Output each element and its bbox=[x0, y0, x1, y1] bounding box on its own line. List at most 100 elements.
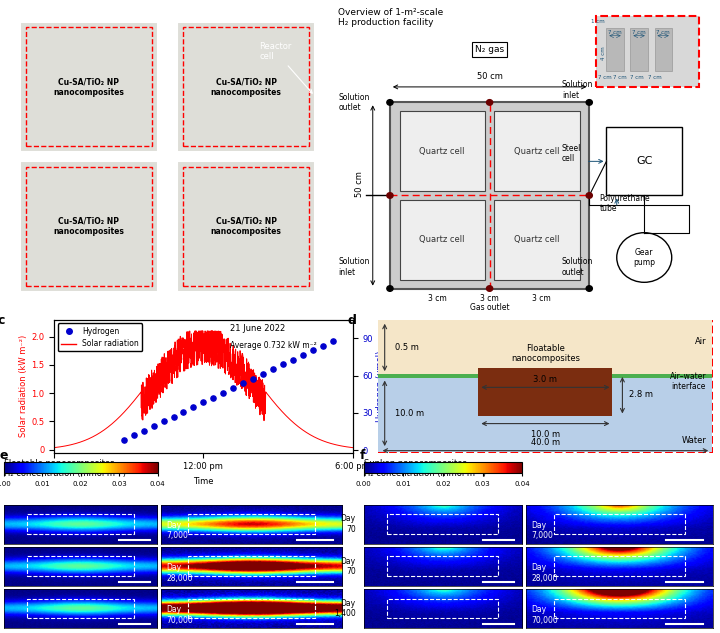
Bar bbox=[631, 28, 648, 72]
Bar bbox=[27, 556, 134, 576]
Circle shape bbox=[617, 233, 672, 282]
Bar bbox=[387, 556, 498, 576]
Text: Day
70,000: Day 70,000 bbox=[531, 605, 558, 625]
Text: 7 cm: 7 cm bbox=[613, 75, 627, 80]
Text: 4 cm: 4 cm bbox=[601, 46, 606, 60]
Text: 0.1 m: 0.1 m bbox=[279, 302, 302, 311]
Text: 50 cm: 50 cm bbox=[477, 72, 503, 81]
Circle shape bbox=[387, 192, 393, 198]
Bar bbox=[400, 111, 485, 191]
X-axis label: Time: Time bbox=[193, 477, 214, 486]
Text: Day
1,400: Day 1,400 bbox=[334, 599, 356, 618]
Text: 1-m²-scale solar H₂ production: 1-m²-scale solar H₂ production bbox=[14, 13, 151, 22]
Text: Average 0.732 kW m⁻²: Average 0.732 kW m⁻² bbox=[230, 341, 317, 350]
Text: Day
28,000: Day 28,000 bbox=[531, 563, 558, 582]
Point bbox=[128, 430, 140, 441]
Text: 3 cm: 3 cm bbox=[480, 294, 499, 303]
Text: Day
7,000: Day 7,000 bbox=[531, 521, 554, 541]
Point bbox=[118, 435, 130, 445]
Text: Water: Water bbox=[681, 436, 706, 446]
Text: 0.5 m: 0.5 m bbox=[395, 343, 418, 352]
Bar bbox=[478, 368, 612, 417]
Point bbox=[197, 398, 209, 408]
Bar bbox=[554, 556, 685, 576]
Bar bbox=[26, 27, 152, 146]
Bar bbox=[387, 514, 498, 534]
Text: GC: GC bbox=[636, 156, 652, 166]
Point bbox=[238, 379, 249, 389]
Text: e: e bbox=[0, 449, 9, 463]
Text: 7 cm: 7 cm bbox=[631, 75, 644, 80]
Point bbox=[327, 335, 338, 346]
Bar bbox=[596, 16, 699, 87]
Text: f: f bbox=[360, 449, 366, 463]
Text: d: d bbox=[348, 315, 356, 327]
Bar bbox=[495, 200, 580, 280]
Circle shape bbox=[387, 285, 393, 291]
Point bbox=[148, 421, 159, 431]
Text: Solution
inlet: Solution inlet bbox=[562, 80, 593, 100]
Bar bbox=[188, 599, 315, 618]
Bar bbox=[188, 514, 315, 534]
Text: Reactor
cell: Reactor cell bbox=[259, 42, 312, 93]
Bar bbox=[378, 320, 713, 375]
Text: 10.0 m: 10.0 m bbox=[531, 430, 560, 439]
Text: Steel
cell: Steel cell bbox=[562, 144, 581, 163]
Point bbox=[138, 425, 150, 436]
Bar bbox=[20, 22, 158, 152]
Text: Floatable
nanocomposites: Floatable nanocomposites bbox=[511, 344, 580, 363]
Text: Solution
inlet: Solution inlet bbox=[338, 257, 370, 277]
Bar bbox=[606, 127, 682, 196]
Circle shape bbox=[487, 99, 492, 105]
Bar bbox=[390, 103, 589, 289]
Text: Floatable nanocomposites,
H₂ concentration (mmol m⁻³): Floatable nanocomposites, H₂ concentrati… bbox=[4, 459, 125, 479]
Point bbox=[267, 364, 279, 374]
Text: Solution
outlet: Solution outlet bbox=[338, 92, 370, 112]
Text: Gas outlet: Gas outlet bbox=[469, 303, 510, 312]
Text: Day
70,000: Day 70,000 bbox=[166, 605, 193, 625]
Bar bbox=[20, 161, 158, 292]
Point bbox=[207, 392, 219, 403]
Point bbox=[287, 354, 299, 365]
Text: 3 cm: 3 cm bbox=[533, 294, 552, 303]
Bar bbox=[27, 599, 134, 618]
Text: 21 June 2022: 21 June 2022 bbox=[230, 323, 286, 333]
Text: 7 cm: 7 cm bbox=[632, 30, 646, 35]
Point bbox=[228, 383, 239, 393]
Text: Solution
outlet: Solution outlet bbox=[562, 257, 593, 277]
Text: 0.5 m: 0.5 m bbox=[4, 215, 13, 239]
Bar bbox=[183, 167, 309, 286]
Text: Quartz cell: Quartz cell bbox=[514, 235, 559, 244]
Bar bbox=[387, 599, 498, 618]
Bar bbox=[378, 375, 713, 453]
Text: 3.0 m: 3.0 m bbox=[534, 375, 557, 384]
Text: Quartz cell: Quartz cell bbox=[514, 147, 559, 156]
Text: 1 cm: 1 cm bbox=[591, 20, 605, 24]
Text: Quartz cell: Quartz cell bbox=[420, 235, 465, 244]
Circle shape bbox=[487, 285, 492, 291]
Point bbox=[188, 402, 199, 412]
Point bbox=[158, 416, 169, 426]
Bar bbox=[654, 28, 672, 72]
Text: N₂ gas: N₂ gas bbox=[475, 45, 504, 54]
Circle shape bbox=[387, 99, 393, 105]
Text: 50 cm: 50 cm bbox=[354, 172, 364, 197]
Text: 40.0 m: 40.0 m bbox=[531, 437, 560, 446]
Text: Quartz cell: Quartz cell bbox=[420, 147, 465, 156]
Text: 2.8 m: 2.8 m bbox=[629, 390, 653, 399]
Text: 7 cm: 7 cm bbox=[598, 75, 611, 80]
Text: 7 cm: 7 cm bbox=[656, 30, 670, 35]
Text: Cu-SA/TiO₂ NP
nanocomposites: Cu-SA/TiO₂ NP nanocomposites bbox=[53, 216, 125, 236]
Point bbox=[178, 407, 189, 417]
Text: 10.0 m: 10.0 m bbox=[395, 410, 424, 418]
Text: 7 cm: 7 cm bbox=[608, 30, 622, 35]
Circle shape bbox=[586, 99, 593, 105]
Text: Polyurethane
tube: Polyurethane tube bbox=[600, 194, 650, 213]
Bar bbox=[378, 374, 713, 378]
Point bbox=[277, 360, 289, 370]
Circle shape bbox=[586, 192, 593, 198]
Text: 0.5 m: 0.5 m bbox=[77, 302, 101, 311]
Text: Gear
pump: Gear pump bbox=[633, 248, 655, 267]
Point bbox=[168, 411, 179, 422]
Text: Cu-SA/TiO₂ NP
nanocomposites: Cu-SA/TiO₂ NP nanocomposites bbox=[210, 77, 282, 97]
